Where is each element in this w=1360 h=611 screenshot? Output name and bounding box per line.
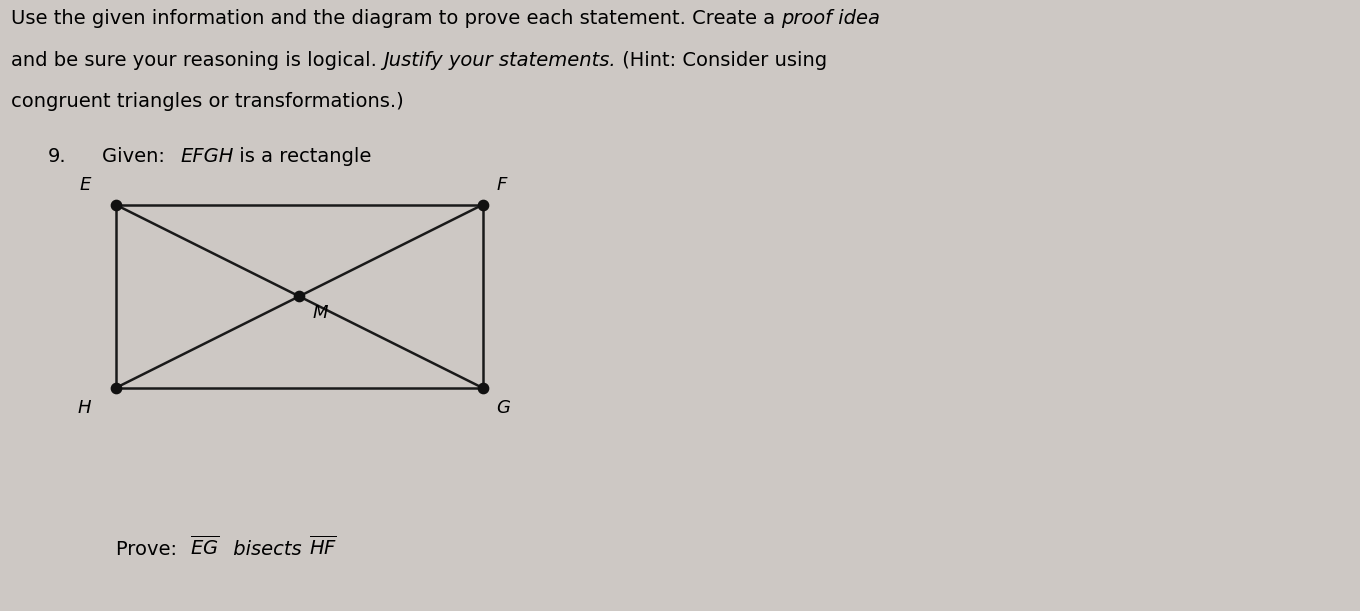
Text: M: M	[313, 304, 328, 321]
Text: F: F	[496, 176, 507, 194]
Point	[288, 291, 310, 301]
Text: Given:: Given:	[102, 147, 171, 166]
Text: G: G	[496, 399, 510, 417]
Point	[105, 383, 126, 393]
Text: E: E	[80, 176, 91, 194]
Point	[105, 200, 126, 210]
Text: EFGH: EFGH	[181, 147, 234, 166]
Text: proof idea: proof idea	[781, 9, 880, 28]
Text: Justify your statements.: Justify your statements.	[384, 51, 616, 70]
Point	[472, 200, 494, 210]
Text: bisects: bisects	[227, 540, 307, 559]
Text: and be sure your reasoning is logical.: and be sure your reasoning is logical.	[11, 51, 384, 70]
Text: is a rectangle: is a rectangle	[233, 147, 371, 166]
Text: $\overline{HF}$: $\overline{HF}$	[309, 535, 337, 559]
Text: congruent triangles or transformations.): congruent triangles or transformations.)	[11, 92, 404, 111]
Text: 9.: 9.	[48, 147, 67, 166]
Text: Use the given information and the diagram to prove each statement. Create a: Use the given information and the diagra…	[11, 9, 781, 28]
Point	[472, 383, 494, 393]
Text: (Hint: Consider using: (Hint: Consider using	[616, 51, 827, 70]
Text: H: H	[78, 399, 91, 417]
Text: $\overline{EG}$: $\overline{EG}$	[190, 535, 220, 559]
Text: Prove:: Prove:	[116, 540, 182, 559]
